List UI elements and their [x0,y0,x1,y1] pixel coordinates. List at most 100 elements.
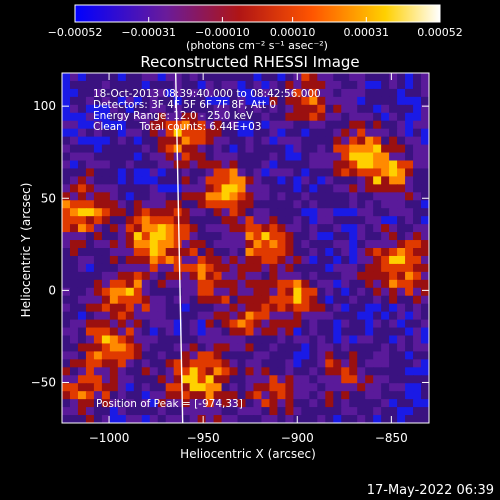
heatmap-cell [93,271,103,281]
heatmap-cell [413,80,422,90]
heatmap-cell [213,359,223,368]
heatmap-cell [325,271,334,281]
heatmap-cell [341,271,350,281]
heatmap-cell [309,391,318,400]
heatmap-cell [365,152,374,162]
heatmap-cell [253,224,263,233]
heatmap-cell [109,287,119,297]
heatmap-cell [309,104,318,114]
heatmap-cell [405,200,414,209]
heatmap-cell [149,160,159,170]
heatmap-cell [277,96,286,106]
heatmap-cell [325,415,334,423]
heatmap-cell [109,255,119,265]
heatmap-cell [101,80,111,90]
heatmap-cell [381,160,390,170]
heatmap-cell [413,240,422,249]
heatmap-cell [93,152,103,162]
heatmap-cell [285,176,294,185]
heatmap-cell [285,383,294,392]
heatmap-cell [405,343,414,353]
y-tick-label: 100 [33,99,56,113]
heatmap-cell [365,120,374,130]
heatmap-cell [109,200,119,209]
heatmap-cell [109,248,119,257]
heatmap-cell [317,128,326,138]
heatmap-cell [189,96,199,106]
heatmap-cell [261,200,271,209]
heatmap-cell [109,375,119,384]
heatmap-cell [261,80,271,90]
heatmap-cell [181,359,191,368]
heatmap-cell [373,80,382,90]
heatmap-cell [125,88,135,98]
heatmap-cell [333,375,342,384]
heatmap-cell [357,80,366,90]
heatmap-cell [293,303,302,313]
heatmap-cell [213,279,223,289]
heatmap-cell [93,80,103,90]
heatmap-cell [141,224,151,233]
heatmap-cell [381,176,390,185]
heatmap-cell [62,144,71,154]
heatmap-cell [261,327,271,337]
heatmap-cell [117,240,127,249]
heatmap-cell [149,407,159,416]
heatmap-cell [77,176,87,185]
heatmap-cell [325,120,334,130]
heatmap-cell [317,224,326,233]
heatmap-cell [389,351,398,360]
heatmap-cell [325,232,334,241]
heatmap-cell [245,240,255,249]
heatmap-cell [317,343,326,353]
peak-position-label: Position of Peak = [-974,33] [96,398,243,410]
heatmap-cell [285,303,294,313]
heatmap-cell [125,224,135,233]
heatmap-cell [101,152,111,162]
heatmap-cell [277,287,286,297]
heatmap-cell [237,407,247,416]
heatmap-cell [373,232,382,241]
heatmap-cell [349,200,358,209]
heatmap-cell [309,144,318,154]
heatmap-cell [357,295,366,305]
heatmap-cell [405,287,414,297]
heatmap-cell [62,152,71,162]
heatmap-cell [69,120,79,130]
heatmap-cell [197,168,207,178]
heatmap-cell [381,192,390,201]
heatmap-cell [277,168,286,178]
heatmap-cell [269,311,279,321]
heatmap-cell [157,200,167,209]
heatmap-cell [293,160,302,170]
heatmap-cell [125,343,135,353]
heatmap-cell [269,160,279,170]
heatmap-cell [357,271,366,281]
heatmap-cell [173,96,183,106]
heatmap-cell [69,375,79,384]
heatmap-cell [101,287,111,297]
heatmap-cell [349,192,358,201]
heatmap-cell [205,96,215,106]
heatmap-cell [349,311,358,321]
heatmap-cell [317,263,326,273]
heatmap-cell [77,144,87,154]
heatmap-cell [317,80,326,90]
heatmap-cell [157,327,167,337]
heatmap-cell [101,311,111,321]
heatmap-cell [365,248,374,257]
heatmap-cell [389,383,398,392]
heatmap-cell [205,399,215,408]
heatmap-cell [85,263,95,273]
heatmap-cell [77,295,87,305]
heatmap-cell [181,208,191,217]
heatmap-cell [149,120,159,130]
heatmap-cell [125,73,135,82]
heatmap-cell [293,287,302,297]
heatmap-cell [69,152,79,162]
heatmap-cell [413,255,422,265]
heatmap-cell [373,359,382,368]
heatmap-cell [141,383,151,392]
heatmap-cell [62,359,71,368]
heatmap-cell [117,168,127,178]
